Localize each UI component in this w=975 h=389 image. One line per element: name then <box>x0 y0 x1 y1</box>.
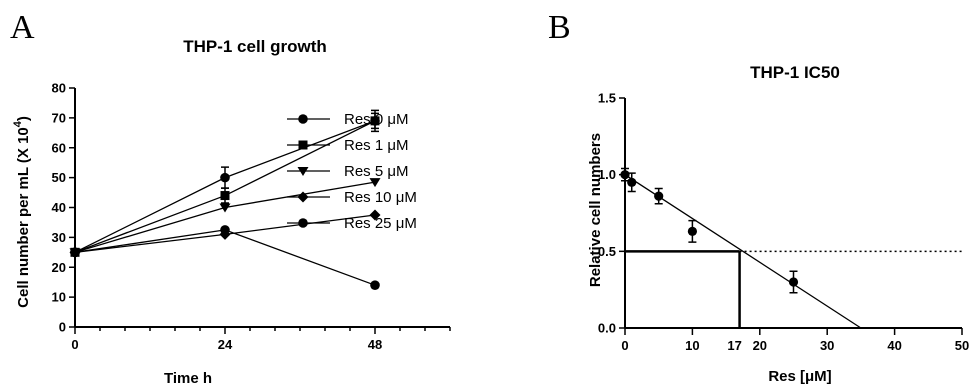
panel-a-y-tick-label: 70 <box>52 110 66 125</box>
panel-b-data-point <box>687 226 698 236</box>
panel-a-legend-label: Res 25 μM <box>344 215 417 232</box>
panel-b-x-tick-label: 40 <box>887 338 901 353</box>
panel-b-data-point <box>788 277 799 287</box>
panel-a-data-point <box>219 203 231 213</box>
panel-b-y-tick-label: 0.0 <box>598 321 616 336</box>
panel-a-data-point <box>369 209 381 221</box>
panel-a-data-point <box>369 178 381 188</box>
panel-a-legend-label: Res 1 μM <box>344 137 409 154</box>
panel-a-y-tick-label: 60 <box>52 140 66 155</box>
panel-a-legend-label: Res 5 μM <box>344 163 409 180</box>
svg-text:Cell number per mL (X 104): Cell number per mL (X 104) <box>12 116 32 308</box>
panel-b-letter: B <box>548 9 571 46</box>
panel-a-y-tick-label: 40 <box>52 200 66 215</box>
panel-b-y-tick-label: 1.5 <box>598 91 616 106</box>
panel-a-data-point <box>220 225 230 235</box>
panel-b-ylabel: Relative cell numbers <box>587 133 604 287</box>
panel-a-data-point <box>370 280 380 290</box>
panel-a-ylabel-close: ) <box>15 116 32 121</box>
panel-a-y-tick-label: 20 <box>52 260 66 275</box>
panel-a-data-point <box>220 191 230 201</box>
panel-a-data-point <box>70 247 80 258</box>
panel-a-x-tick-label: 0 <box>71 337 78 352</box>
panel-b-title: THP-1 IC50 <box>750 63 840 82</box>
panel-a-y-tick-label: 30 <box>52 230 66 245</box>
panel-a-ylabel-main: Cell number per mL (X 10 <box>15 127 32 308</box>
panel-a-legend-marker <box>298 140 308 150</box>
panel-b-x-tick-label: 30 <box>820 338 834 353</box>
panel-a-title: THP-1 cell growth <box>183 37 327 56</box>
panel-b-xlabel: Res [μM] <box>768 368 831 385</box>
panel-b-y-tick-label: 0.5 <box>598 244 616 259</box>
panel-a-y-tick-label: 10 <box>52 290 66 305</box>
panel-a-legend-marker <box>297 191 309 203</box>
panel-a-ylabel: Cell number per mL (X 104) <box>12 116 32 308</box>
panel-a-legend-label: Res 0 μM <box>344 111 409 128</box>
panel-a-legend-marker <box>297 167 309 176</box>
panel-b-x-tick-label: 10 <box>685 338 699 353</box>
panel-a-data-point <box>220 172 230 183</box>
panel-a-plot: 0 10 20 30 40 50 60 70 80 0 24 48 Res 0 μM Res 1 μM Re… <box>52 81 451 352</box>
panel-a-legend-marker <box>298 218 308 228</box>
panel-a-letter: A <box>10 9 35 46</box>
panel-b-data-point <box>620 170 630 180</box>
panel-b-plot: 0.0 0.5 1.0 1.5 0 10 20 30 40 50 17 <box>598 91 969 354</box>
panel-b-ic50-tick-label: 17 <box>727 338 741 353</box>
panel-a-y-tick-label: 50 <box>52 170 66 185</box>
panel-a-legend-label: Res 10 μM <box>344 189 417 206</box>
panel-b-x-tick-label: 50 <box>955 338 969 353</box>
panel-a-y-tick-label: 80 <box>52 81 66 96</box>
panel-b-fit-line <box>624 174 862 329</box>
panel-b-y-tick-label: 1.0 <box>598 167 616 182</box>
panel-a-data-point <box>370 116 380 126</box>
panel-a-x-tick-label: 24 <box>218 337 233 352</box>
panel-b-x-tick-label: 20 <box>753 338 767 353</box>
panel-b-data-point <box>654 191 664 201</box>
panel-a-x-tick-label: 48 <box>368 337 382 352</box>
panel-a-legend-marker <box>298 114 308 124</box>
panel-b-data-point <box>627 177 637 187</box>
panel-a-xlabel: Time h <box>164 370 212 387</box>
panel-a-ylabel-sup: 4 <box>12 120 24 127</box>
panel-a-y-tick-label: 0 <box>59 320 66 335</box>
panel-b-x-tick-label: 0 <box>621 338 628 353</box>
